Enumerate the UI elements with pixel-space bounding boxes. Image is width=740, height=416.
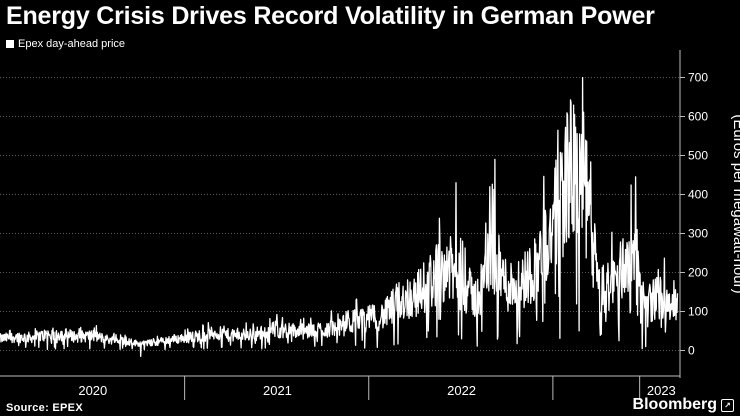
y-axis-label: (Euros per megawatt-hour) [730,114,740,293]
legend: Epex day-ahead price [6,38,125,50]
x-tick-label-2023: 2023 [647,383,676,398]
y-tick-label-600: 600 [688,110,708,124]
legend-label: Epex day-ahead price [18,38,126,50]
y-tick-label-300: 300 [688,227,708,241]
x-tick-label-2021: 2021 [263,383,292,398]
x-tick-label-2020: 2020 [78,383,107,398]
y-tick-label-100: 100 [688,305,708,319]
brand-name: Bloomberg [632,396,717,413]
y-tick-label-0: 0 [688,344,695,358]
source-note: Source: EPEX [6,402,83,414]
chart-title: Energy Crisis Drives Record Volatility i… [6,2,655,30]
y-tick-label-400: 400 [688,188,708,202]
x-tick-label-2022: 2022 [447,383,476,398]
y-tick-label-700: 700 [688,71,708,85]
bloomberg-icon: ↗ [721,398,734,412]
y-tick-label-200: 200 [688,266,708,280]
brand-logo: Bloomberg ↗ [633,396,734,414]
y-tick-label-500: 500 [688,149,708,163]
legend-swatch [6,40,14,48]
series-line-epex [0,76,679,358]
